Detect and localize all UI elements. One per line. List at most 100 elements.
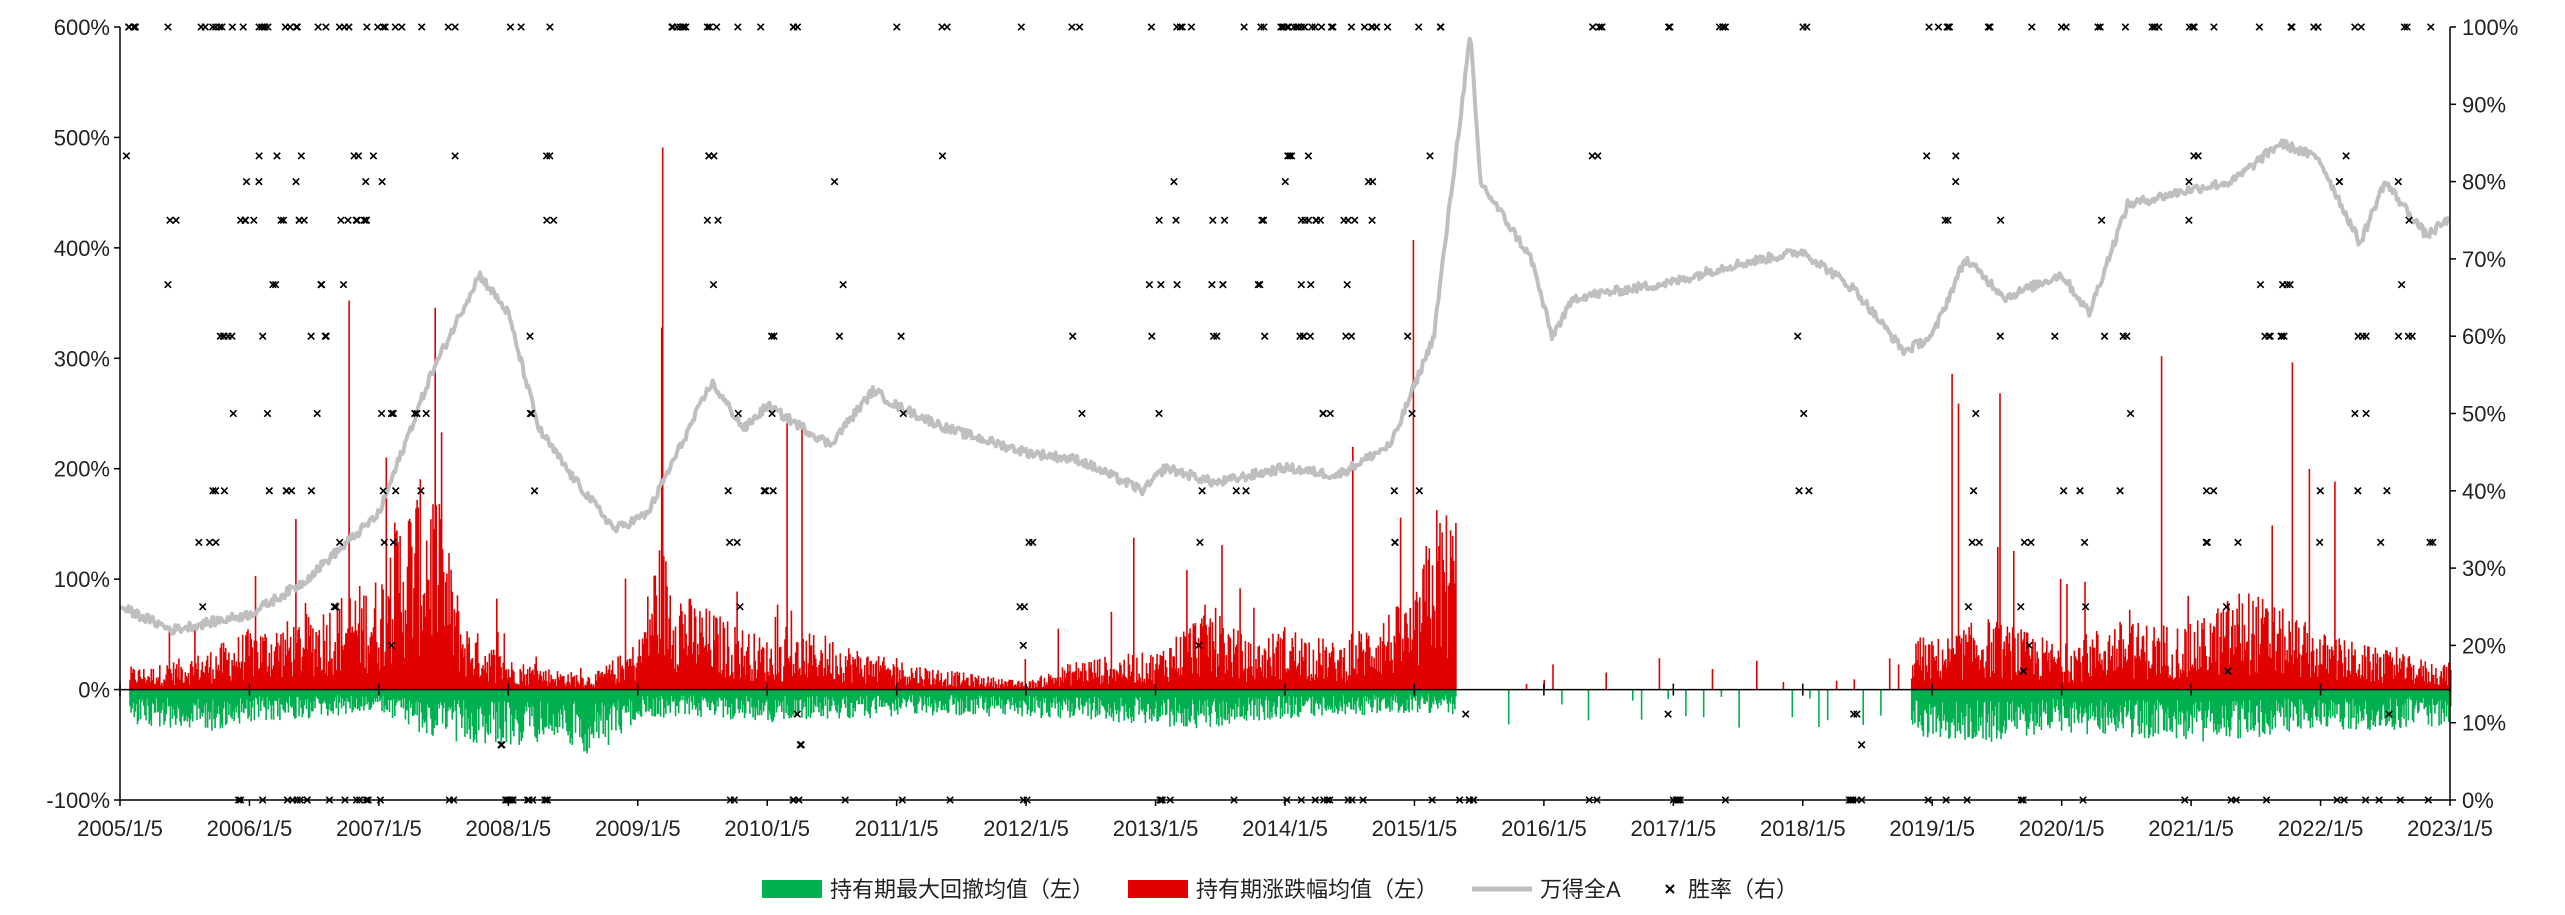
return-bar [432,504,434,690]
drawdown-bar [2078,689,2081,714]
drawdown-bar [670,689,672,696]
win-rate-marker [2019,667,2028,675]
win-rate-marker [228,332,236,340]
drawdown-bar [447,689,449,712]
drawdown-bar [2134,689,2136,706]
return-bar [1059,677,1062,690]
return-bar [1193,625,1196,690]
win-rate-marker [527,409,536,418]
drawdown-bar [1933,689,1935,707]
return-bar [2296,657,2299,690]
win-rate-marker [2202,487,2211,495]
drawdown-bar [2158,689,2161,703]
drawdown-bar [267,689,269,710]
drawdown-bar [419,689,422,703]
win-rate-marker [2185,177,2193,186]
drawdown-bar [1177,689,1180,713]
drawdown-bar [409,689,412,708]
return-bar [169,669,172,690]
return-bar [697,643,699,690]
return-bar [333,651,335,690]
return-bar [186,678,189,690]
drawdown-bar [982,689,984,709]
win-rate-marker [2027,538,2035,547]
drawdown-bar [706,689,709,708]
drawdown-bar [483,689,485,716]
return-bar [663,556,665,690]
return-bar [294,659,296,690]
drawdown-bar [617,689,619,701]
return-bar [1988,622,1991,690]
drawdown-bar [161,689,163,711]
return-bar [2256,672,2259,690]
return-bar [1164,660,1167,690]
return-bar [345,633,347,690]
drawdown-bar [999,689,1001,697]
return-bar [1446,658,1449,690]
drawdown-bar [625,689,628,713]
win-rate-marker [1300,23,1309,31]
drawdown-bar [654,689,657,717]
drawdown-bar [418,689,420,733]
return-bar [2332,650,2334,690]
return-bar [209,667,211,690]
right-tick-label: 50% [2462,402,2506,427]
drawdown-bar [308,689,311,718]
return-bar [674,626,677,690]
return-bar [1918,665,1920,690]
return-bar [1955,635,1958,690]
drawdown-bar [2327,689,2330,717]
drawdown-bar [1059,689,1062,719]
drawdown-bar [674,689,677,717]
drawdown-bar [1446,689,1449,704]
return-bar [2279,628,2282,690]
drawdown-bar [1027,689,1030,710]
drawdown-bar [1138,689,1140,715]
return-bar [670,659,672,690]
drawdown-bar [2408,689,2411,698]
return-bar [1404,613,1406,690]
return-bar [2401,661,2403,690]
drawdown-bar [1409,689,1411,695]
return-bar [347,628,349,690]
return-bar [986,683,988,690]
return-bar [1287,668,1289,690]
return-bar [200,670,203,690]
return-bar [704,645,706,690]
win-rate-marker [2342,152,2350,160]
drawdown-bar [730,689,732,720]
drawdown-bar [1130,689,1133,723]
return-bar [224,648,227,690]
return-bar [1210,670,1213,690]
return-bar [1419,597,1421,690]
return-bar [2302,644,2304,690]
return-bar [1177,668,1180,690]
return-bar [2154,646,2156,690]
return-bar [848,648,850,690]
return-bar [480,675,482,690]
drawdown-bar [1290,689,1292,719]
drawdown-bar [160,689,162,713]
drawdown-bar [2270,689,2272,711]
drawdown-bar [2114,689,2116,725]
drawdown-bar [2188,689,2190,729]
win-rate-marker [1157,280,1165,289]
win-rate-marker [216,332,225,340]
drawdown-bar [2076,689,2079,720]
return-bar [2173,678,2176,690]
drawdown-bar [1327,689,1330,710]
win-rate-marker [387,409,396,418]
drawdown-bar [920,689,922,699]
return-bar [778,647,781,690]
drawdown-bar [2288,689,2290,732]
win-rate-marker [1148,332,1156,340]
return-bar [2153,627,2155,690]
drawdown-bar [167,689,170,707]
drawdown-bar [806,689,809,697]
return-bar [1174,668,1176,690]
drawdown-bar [397,689,399,700]
drawdown-bar [2302,689,2304,705]
drawdown-bar [976,689,979,705]
drawdown-bar [967,689,969,712]
right-tick-label: 100% [2462,15,2518,40]
